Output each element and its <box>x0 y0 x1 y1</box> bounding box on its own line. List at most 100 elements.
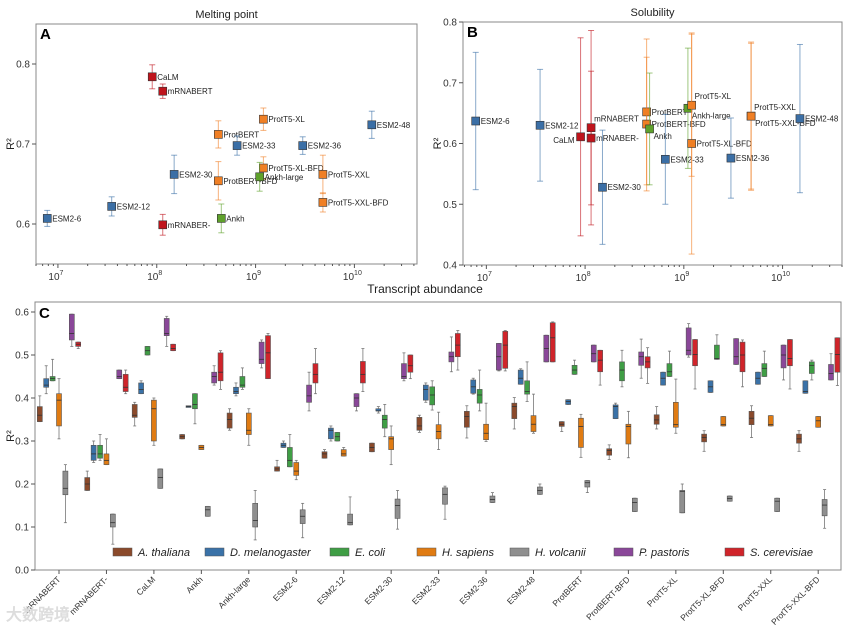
point-label: ProtT5-XL-BFD <box>268 164 323 173</box>
iqr-box <box>151 399 157 442</box>
box-prott5-xxl-bfd-5 <box>828 353 834 381</box>
iqr-box <box>685 327 692 356</box>
square-marker <box>318 170 328 179</box>
box-esm2-48-6 <box>549 321 556 363</box>
x-tick-label: ESM2-12 <box>315 574 347 606</box>
x-tick-label: ProtT5-XXL <box>736 574 775 613</box>
box-esm2-12-0 <box>321 449 328 459</box>
iqr-box <box>287 447 293 468</box>
iqr-box <box>660 371 666 386</box>
iqr-box <box>502 331 509 369</box>
data-point-prott5-xxl: ProtT5-XXL <box>318 154 370 195</box>
iqr-box <box>653 414 660 425</box>
square-marker <box>42 214 52 223</box>
square-marker <box>255 172 264 182</box>
y-tick-label: 0.5 <box>15 351 29 362</box>
iqr-box <box>780 344 787 369</box>
box-calm-4 <box>157 468 164 489</box>
iqr-box <box>252 503 258 528</box>
x-tick-label: 1010 <box>343 270 362 283</box>
iqr-box <box>666 363 673 377</box>
point-label: ESM2-30 <box>607 183 641 192</box>
data-point-prott5-xxl-bfd: ProtT5-XXL-BFD <box>746 42 816 190</box>
iqr-box <box>416 417 423 431</box>
iqr-box <box>673 401 679 428</box>
y-tick-label: 0.6 <box>16 220 30 231</box>
box-esm2-48-4 <box>537 483 543 495</box>
iqr-box <box>761 363 768 377</box>
data-point-esm2-12: ESM2-12 <box>535 68 579 182</box>
legend-swatch <box>204 547 225 557</box>
x-tick-label: ProtBERT <box>550 574 584 608</box>
legend-item-p-pastoris: P. pastoris <box>613 547 690 559</box>
box-ankh-large-3 <box>246 408 252 446</box>
box-prott5-xxl-1 <box>755 371 761 385</box>
iqr-box <box>122 374 129 392</box>
point-label: Ankh-large <box>265 173 304 182</box>
box-esm2-30-1 <box>375 406 382 414</box>
box-esm2-30-2 <box>381 404 388 438</box>
box-esm2-33-0 <box>416 414 423 433</box>
panel-label: C <box>39 305 50 322</box>
box-esm2-48-0 <box>511 397 518 430</box>
plot-frame <box>34 301 842 571</box>
box-calm-5 <box>163 315 170 347</box>
iqr-box <box>131 404 138 418</box>
iqr-box <box>774 497 780 512</box>
iqr-box <box>821 499 828 517</box>
box-esm2-33-3 <box>435 411 442 451</box>
box-prott5-xxl-bfd-6 <box>834 337 841 386</box>
legend-swatch <box>112 547 133 557</box>
box-prott5-xl-2 <box>666 350 673 377</box>
point-label: ProtBERT-BFD <box>223 177 277 186</box>
y-tick-label: 0.1 <box>15 523 29 534</box>
iqr-box <box>524 380 530 395</box>
x-tick-label: 1010 <box>771 271 790 284</box>
box-esm2-36-4 <box>489 492 496 503</box>
iqr-box <box>464 411 470 428</box>
box-prott5-xxl-bfd-0 <box>796 430 802 452</box>
point-label: CaLM <box>553 136 575 145</box>
iqr-box <box>714 344 720 360</box>
point-label: mRNABER- <box>168 221 211 230</box>
legend-swatch <box>509 547 530 557</box>
point-label: mRNABERT <box>594 115 639 124</box>
iqr-box <box>321 451 328 459</box>
iqr-box <box>422 384 429 401</box>
square-marker <box>217 214 226 223</box>
box-esm2-36-0 <box>464 405 470 439</box>
point-label: ESM2-12 <box>117 202 151 211</box>
box-ankh-large-6 <box>265 333 271 380</box>
box-protbert-4 <box>584 480 591 494</box>
point-label: ESM2-48 <box>377 121 411 130</box>
x-tick-exponent: 7 <box>488 271 492 278</box>
data-point-ankh: Ankh <box>645 72 672 186</box>
box-esm2-12-1 <box>328 425 334 442</box>
box-esm2-30-3 <box>388 425 394 466</box>
iqr-box <box>701 433 707 443</box>
square-marker <box>576 132 585 142</box>
x-tick-label: mRNABERT- <box>68 574 110 616</box>
data-point-esm2-33: ESM2-33 <box>232 135 276 156</box>
y-axis-label: R² <box>432 137 444 149</box>
data-point-mrnaber-: mRNABER- <box>158 213 211 236</box>
iqr-box <box>340 449 347 457</box>
y-tick-label: 0.8 <box>16 60 30 71</box>
data-point-prott5-xxl-bfd: ProtT5-XXL-BFD <box>318 192 389 213</box>
chart-title: Solubility <box>630 7 675 19</box>
box-esm2-6-1 <box>280 440 287 448</box>
box-esm2-12-4 <box>347 496 353 526</box>
iqr-box <box>679 490 686 514</box>
data-point-ankh-large: Ankh-large <box>255 161 304 192</box>
point-label: ProtBERT <box>223 130 259 139</box>
legend-label: P. pastoris <box>639 547 690 559</box>
legend-item-e-coli: E. coli <box>329 547 386 559</box>
iqr-box <box>517 369 524 385</box>
iqr-box <box>802 380 809 394</box>
iqr-box <box>312 363 319 384</box>
data-point-calm: CaLM <box>147 64 179 90</box>
iqr-box <box>692 339 698 367</box>
iqr-box <box>163 318 170 336</box>
box-mrnabert-5 <box>69 313 75 347</box>
x-tick-label: ProtT5-XL <box>645 574 680 609</box>
